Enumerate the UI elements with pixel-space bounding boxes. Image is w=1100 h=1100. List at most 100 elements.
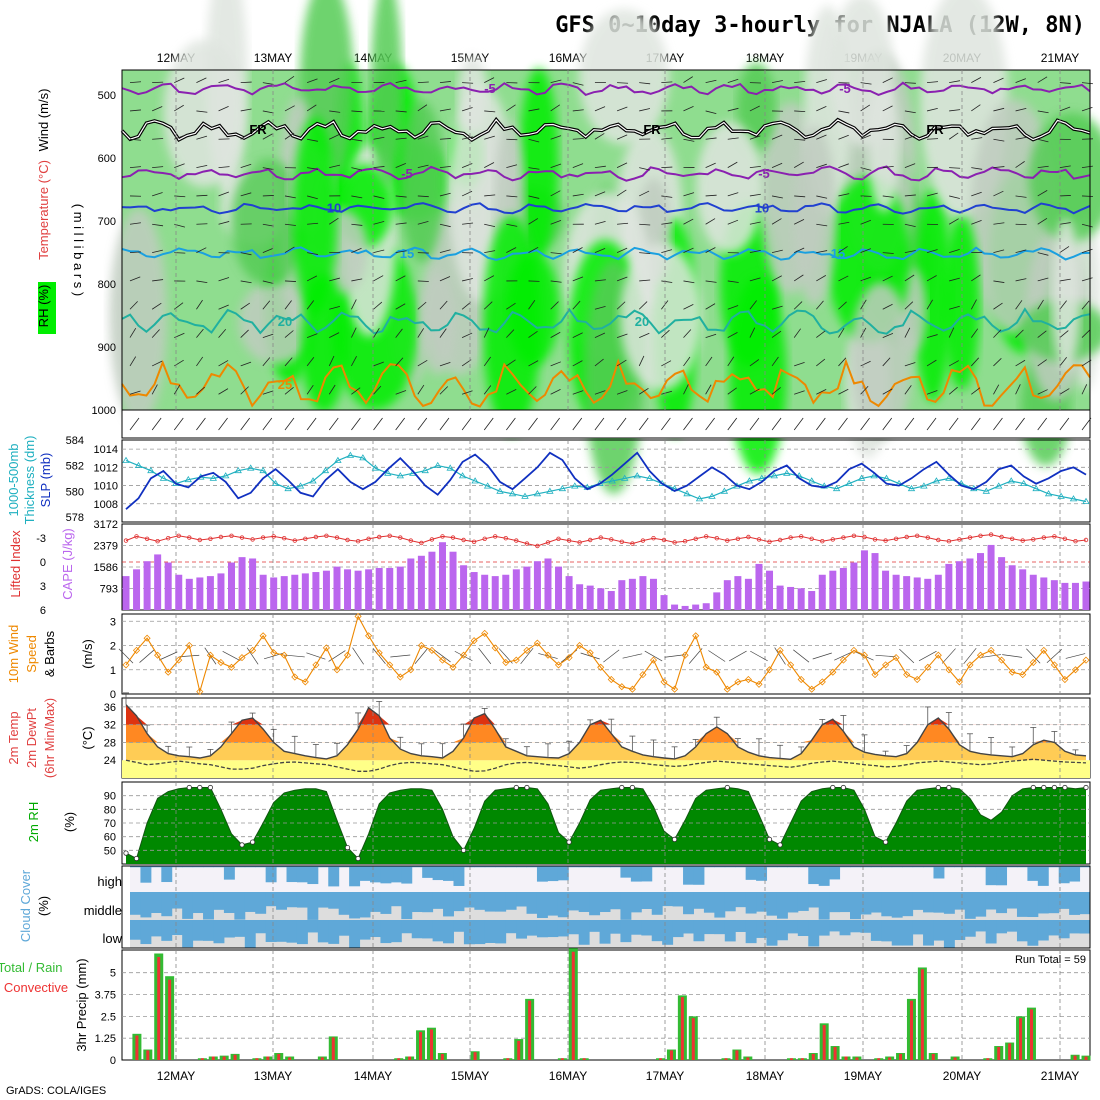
wind-barb xyxy=(246,647,259,665)
lifted-index-line xyxy=(125,534,1087,547)
rh-blob xyxy=(736,62,776,152)
wind-barb xyxy=(838,301,847,310)
thickness-marker xyxy=(321,466,330,474)
precip-convective-bar xyxy=(168,979,172,1060)
wind-barb xyxy=(683,356,691,367)
cloud-cell xyxy=(286,920,298,943)
contour-label: 10 xyxy=(327,201,341,216)
cloud-cell xyxy=(370,920,381,938)
wind-barb xyxy=(816,250,828,253)
pressure-tick-label: 800 xyxy=(98,279,116,291)
precip-convective-bar xyxy=(408,1056,412,1060)
thickness-marker xyxy=(1057,492,1065,499)
wind-barb xyxy=(661,249,673,253)
cloud-cell xyxy=(161,892,173,917)
wind-barb xyxy=(993,302,1003,310)
cape-bar xyxy=(512,569,520,610)
temperature-contour xyxy=(121,165,1091,182)
wind-barb xyxy=(993,190,1004,197)
li-tick-label: 3 xyxy=(40,581,46,593)
wind-speed-marker xyxy=(882,661,890,669)
wind-barb xyxy=(218,166,230,168)
cape-bar xyxy=(259,574,267,610)
cape-bar xyxy=(491,576,499,610)
cape-bar xyxy=(639,576,647,610)
wind-barb xyxy=(616,106,628,112)
wind-barb xyxy=(639,223,651,226)
thickness-marker xyxy=(1069,495,1078,502)
cloud-cell xyxy=(192,892,204,914)
wind-speed-marker xyxy=(1061,675,1069,684)
precip-convective-bar xyxy=(517,1040,521,1060)
lifted-index-marker xyxy=(545,540,551,545)
wind-speed-marker xyxy=(850,646,858,654)
wind-barb xyxy=(129,328,137,338)
cape-bar xyxy=(217,573,225,610)
wind-barb xyxy=(616,333,628,338)
cloud-cell xyxy=(703,866,715,868)
thickness-marker xyxy=(932,477,941,484)
precip-convective-bar xyxy=(1008,1043,1012,1060)
thickness-marker xyxy=(845,479,853,486)
thickness-marker xyxy=(246,464,255,471)
wind-barb xyxy=(794,110,806,113)
wind-barb xyxy=(174,163,185,168)
wind-label: Wind (m/s) xyxy=(36,89,51,152)
cloud-cell xyxy=(307,866,319,885)
wind-barb xyxy=(617,222,629,225)
cloud-cell xyxy=(578,920,590,945)
thickness-marker xyxy=(633,472,641,479)
wind-barb xyxy=(727,305,739,310)
lifted-index-marker xyxy=(630,541,635,546)
cape-bar xyxy=(892,574,900,610)
cloud-cell xyxy=(338,892,350,915)
wind-barb xyxy=(506,164,518,168)
cloud-cell xyxy=(818,866,830,886)
cloud-cell xyxy=(630,866,642,882)
wind-barb xyxy=(639,167,651,171)
cloud-cell xyxy=(672,866,684,868)
cloud-cell xyxy=(850,920,861,933)
cloud-cell xyxy=(933,866,945,879)
wind-barb xyxy=(771,330,782,338)
lifted-index-marker xyxy=(398,535,403,540)
wind-barb xyxy=(1065,653,1086,659)
wind-speed-marker xyxy=(428,646,436,654)
wind-barb xyxy=(904,250,916,253)
wind-barb xyxy=(816,79,827,83)
lifted-index-marker xyxy=(767,539,772,544)
precip-convective-bar xyxy=(419,1032,423,1060)
cape-bar xyxy=(428,551,436,610)
cloud-cell xyxy=(453,892,465,912)
wind-speed-marker xyxy=(343,651,352,659)
wind-barb xyxy=(1081,329,1091,338)
wind-barb xyxy=(926,249,938,253)
cloud-cell xyxy=(870,920,882,941)
contour-label: 15 xyxy=(831,246,845,261)
wind-barb xyxy=(904,385,912,395)
lifted-index-marker xyxy=(915,533,920,538)
wind-barb xyxy=(749,105,760,112)
wind-speed-marker xyxy=(797,675,805,684)
cloud-cell xyxy=(1048,920,1060,936)
cloud-cell xyxy=(808,892,820,908)
wind-barb xyxy=(794,361,805,367)
wind-barb xyxy=(727,161,738,168)
thickness-marker xyxy=(857,474,866,481)
lifted-index-marker xyxy=(260,535,266,540)
cloud-cell xyxy=(745,920,757,944)
lifted-index-marker xyxy=(925,535,930,540)
rh-line xyxy=(125,786,1087,860)
wind-barb xyxy=(417,280,429,282)
cloud-cell xyxy=(599,866,611,868)
wind-speed-marker xyxy=(301,678,309,686)
wind-barb xyxy=(306,417,317,431)
cloud-cell xyxy=(203,892,214,920)
contour-label: -5 xyxy=(401,166,413,181)
wind-barb xyxy=(129,166,141,168)
wind-barb xyxy=(550,331,561,338)
wind-barb xyxy=(462,278,473,282)
wind-barb xyxy=(439,108,451,112)
wind-barb xyxy=(1081,384,1088,395)
wind-barb xyxy=(749,249,761,253)
